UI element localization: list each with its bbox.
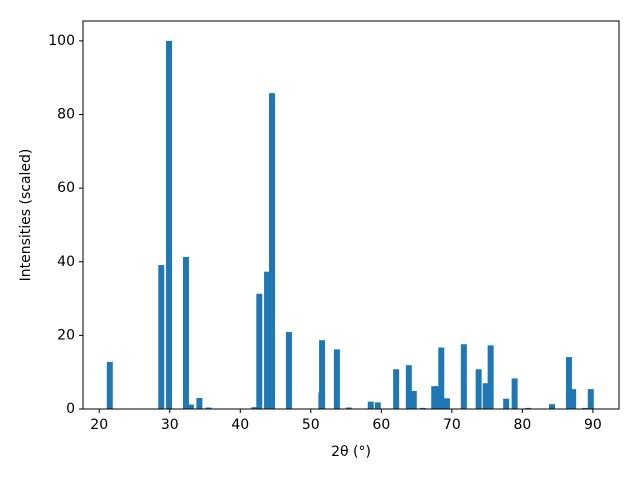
- bar: [345, 407, 352, 409]
- bar: [487, 345, 494, 409]
- y-axis-label: Intensities (scaled): [18, 149, 34, 282]
- bar: [549, 404, 555, 409]
- bar: [285, 332, 292, 409]
- bar: [182, 256, 189, 409]
- x-tick-label: 60: [372, 417, 390, 433]
- bar: [482, 383, 489, 409]
- bar: [187, 404, 194, 409]
- axes-frame: [82, 20, 620, 410]
- bar: [475, 369, 482, 409]
- bar: [196, 397, 203, 409]
- bar: [319, 340, 326, 409]
- x-tick-label: 70: [443, 417, 461, 433]
- y-tick-label: 20: [57, 327, 75, 343]
- x-tick-label: 40: [231, 417, 249, 433]
- x-axis-label: 2θ (°): [331, 444, 371, 460]
- bar: [587, 389, 594, 409]
- bar: [405, 365, 412, 409]
- bar: [503, 398, 510, 409]
- bar: [525, 407, 532, 409]
- bar: [443, 398, 450, 409]
- bar: [106, 361, 113, 409]
- bar: [460, 344, 467, 409]
- bar: [570, 389, 577, 409]
- y-tick-label: 100: [48, 33, 75, 49]
- y-tick-label: 60: [57, 180, 75, 196]
- y-tick-label: 80: [57, 107, 75, 123]
- x-tick-label: 80: [513, 417, 531, 433]
- y-tick-label: 40: [57, 254, 75, 270]
- x-tick-label: 20: [90, 417, 108, 433]
- bar: [333, 349, 340, 409]
- bar: [256, 293, 263, 409]
- x-tick-label: 50: [302, 417, 320, 433]
- bar: [269, 93, 276, 410]
- bar: [582, 407, 589, 409]
- bar: [434, 386, 441, 409]
- bar: [393, 369, 400, 409]
- bar: [264, 271, 271, 409]
- y-tick-label: 0: [66, 401, 75, 417]
- bar: [565, 357, 572, 409]
- bar: [205, 407, 212, 409]
- bar: [511, 378, 518, 409]
- x-tick-label: 90: [584, 417, 602, 433]
- bar: [419, 407, 426, 409]
- bar: [410, 390, 417, 409]
- bar: [374, 402, 381, 409]
- bar: [251, 407, 258, 409]
- x-tick-label: 30: [161, 417, 179, 433]
- bar: [367, 401, 374, 409]
- bar: [166, 40, 173, 409]
- bar: [438, 347, 445, 409]
- bar: [158, 265, 165, 409]
